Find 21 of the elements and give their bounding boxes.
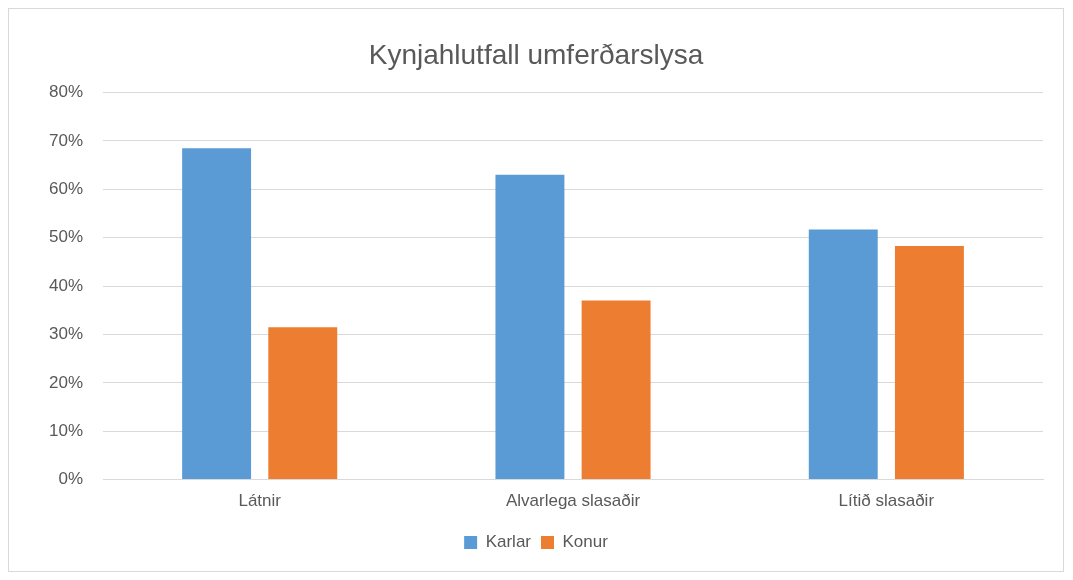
y-tick-label: 10% <box>48 420 84 440</box>
chart-title: Kynjahlutfall umferðarslysa <box>368 38 704 70</box>
bar <box>808 229 878 480</box>
bar <box>268 327 338 480</box>
x-tick-label: Alvarlega slasaðir <box>505 491 641 511</box>
legend-label: Karlar <box>485 532 532 552</box>
x-tick-label: Látnir <box>238 491 282 511</box>
bar <box>182 148 252 480</box>
bar <box>495 174 565 480</box>
legend-label: Konur <box>562 532 609 552</box>
y-tick-label: 30% <box>48 324 84 344</box>
y-tick-label: 60% <box>48 179 84 199</box>
x-tick-label: Lítið slasaðir <box>838 491 935 511</box>
y-tick-label: 50% <box>48 227 84 247</box>
y-tick-label: 0% <box>58 469 84 489</box>
y-tick-label: 40% <box>48 275 84 295</box>
y-tick-label: 70% <box>48 130 84 150</box>
y-tick-label: 80% <box>48 82 84 102</box>
y-tick-label: 20% <box>48 372 84 392</box>
bar <box>581 300 651 480</box>
bar <box>894 245 964 480</box>
